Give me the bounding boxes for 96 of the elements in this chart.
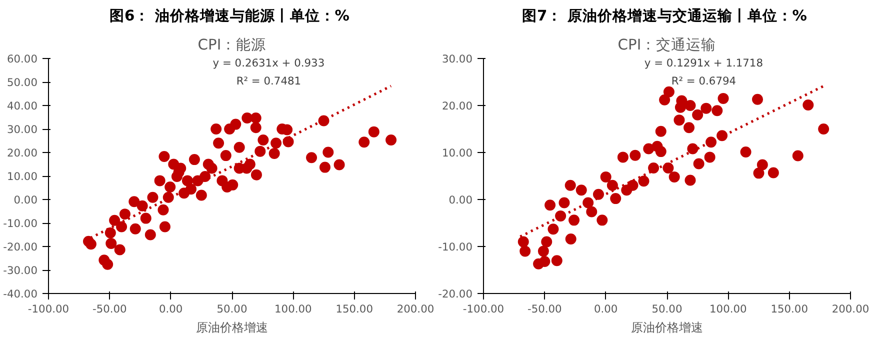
point bbox=[687, 143, 698, 154]
y-tick-label: 30.00 bbox=[442, 52, 473, 66]
point bbox=[582, 197, 594, 208]
point bbox=[802, 100, 814, 111]
point bbox=[704, 152, 716, 163]
x-tick-label: 100.00 bbox=[274, 302, 312, 316]
x-axis-title: 原油价格增速 bbox=[196, 320, 268, 334]
x-tick-label: 150.00 bbox=[336, 302, 374, 316]
y-tick-label: 10.00 bbox=[442, 146, 473, 160]
x-tick-label: 50.00 bbox=[652, 302, 682, 316]
y-tick-label: 10.00 bbox=[6, 170, 38, 183]
annotation: R² = 0.7481 bbox=[236, 74, 302, 88]
annotation: y = 0.2631x + 0.933 bbox=[212, 56, 325, 70]
chart-subtitle: CPI：交通运输 bbox=[618, 36, 716, 54]
y-tick-label: 40.00 bbox=[6, 100, 38, 112]
point bbox=[663, 86, 674, 98]
x-tick-label: 150.00 bbox=[770, 302, 808, 316]
point bbox=[630, 150, 641, 161]
x-tick-label: 200.00 bbox=[396, 302, 434, 316]
y-tick-label: 0.00 bbox=[14, 194, 38, 206]
point bbox=[792, 150, 804, 162]
point bbox=[674, 102, 686, 113]
x-tick-label: 50.00 bbox=[216, 302, 248, 316]
point bbox=[638, 176, 650, 187]
point bbox=[558, 197, 570, 208]
x-tick-label: -50.00 bbox=[92, 302, 128, 316]
point bbox=[544, 200, 556, 211]
point bbox=[692, 109, 704, 120]
chart-title: 图7： 原油价格增速与交通运输丨单位：% bbox=[522, 6, 808, 24]
point bbox=[648, 162, 660, 174]
point bbox=[600, 171, 612, 182]
point bbox=[538, 246, 549, 257]
point bbox=[586, 206, 598, 218]
point bbox=[752, 94, 764, 105]
chart-title: 图6： 油价格增速与能源丨单位：% bbox=[109, 8, 350, 24]
point bbox=[643, 143, 654, 154]
annotation: R² = 0.6794 bbox=[671, 74, 736, 88]
point bbox=[555, 210, 566, 222]
point bbox=[617, 152, 628, 163]
point bbox=[568, 214, 580, 226]
y-tick-label: -20.00 bbox=[438, 288, 473, 300]
point bbox=[706, 136, 717, 148]
y-tick-label: 0.00 bbox=[448, 194, 473, 206]
y-tick-label: -30.00 bbox=[3, 264, 38, 277]
y-tick-label: 30.00 bbox=[6, 123, 38, 136]
point bbox=[753, 168, 764, 179]
chart-subtitle: CPI：能源 bbox=[198, 36, 266, 54]
annotation: y = 0.1291x + 1.1718 bbox=[644, 56, 764, 70]
point bbox=[684, 122, 695, 134]
point bbox=[610, 193, 622, 204]
point bbox=[768, 167, 779, 178]
point bbox=[551, 255, 562, 266]
y-tick-label: -20.00 bbox=[3, 240, 38, 254]
point bbox=[662, 162, 674, 174]
point bbox=[565, 233, 576, 244]
point bbox=[541, 236, 552, 248]
x-axis-title: 原油价格增速 bbox=[631, 320, 703, 334]
point bbox=[693, 158, 704, 170]
y-tick-label: 20.00 bbox=[6, 146, 38, 160]
point bbox=[548, 224, 559, 235]
y-tick-label: 60.00 bbox=[6, 52, 38, 66]
point bbox=[718, 92, 729, 104]
x-tick-label: -100.00 bbox=[462, 302, 504, 316]
point bbox=[621, 184, 632, 196]
point bbox=[684, 100, 696, 111]
point bbox=[700, 102, 712, 114]
point bbox=[668, 171, 680, 182]
y-tick-label: -40.00 bbox=[3, 288, 38, 300]
y-tick-label: 20.00 bbox=[442, 100, 473, 112]
point bbox=[518, 236, 529, 248]
x-tick-label: 100.00 bbox=[710, 302, 748, 316]
point bbox=[756, 159, 768, 170]
point bbox=[576, 184, 587, 196]
x-tick-label: 0.00 bbox=[594, 302, 618, 316]
x-tick-label: 200.00 bbox=[832, 302, 870, 316]
point bbox=[659, 94, 670, 106]
point bbox=[606, 180, 618, 191]
point bbox=[533, 258, 544, 270]
point bbox=[818, 124, 830, 134]
x-tick-label: 0.00 bbox=[158, 302, 183, 316]
point bbox=[655, 146, 666, 158]
x-tick-label: -50.00 bbox=[527, 302, 562, 316]
point bbox=[564, 180, 576, 191]
point bbox=[592, 188, 604, 200]
point bbox=[740, 146, 752, 158]
point bbox=[716, 130, 728, 142]
point bbox=[674, 114, 685, 126]
point bbox=[684, 174, 696, 186]
point bbox=[596, 214, 608, 226]
point bbox=[655, 126, 666, 137]
point bbox=[712, 105, 723, 116]
y-tick-label: -10.00 bbox=[438, 240, 473, 254]
x-tick-label: -100.00 bbox=[28, 302, 70, 316]
y-tick-label: -10.00 bbox=[3, 217, 38, 230]
point bbox=[520, 246, 531, 257]
y-tick-label: 50.00 bbox=[6, 76, 38, 89]
